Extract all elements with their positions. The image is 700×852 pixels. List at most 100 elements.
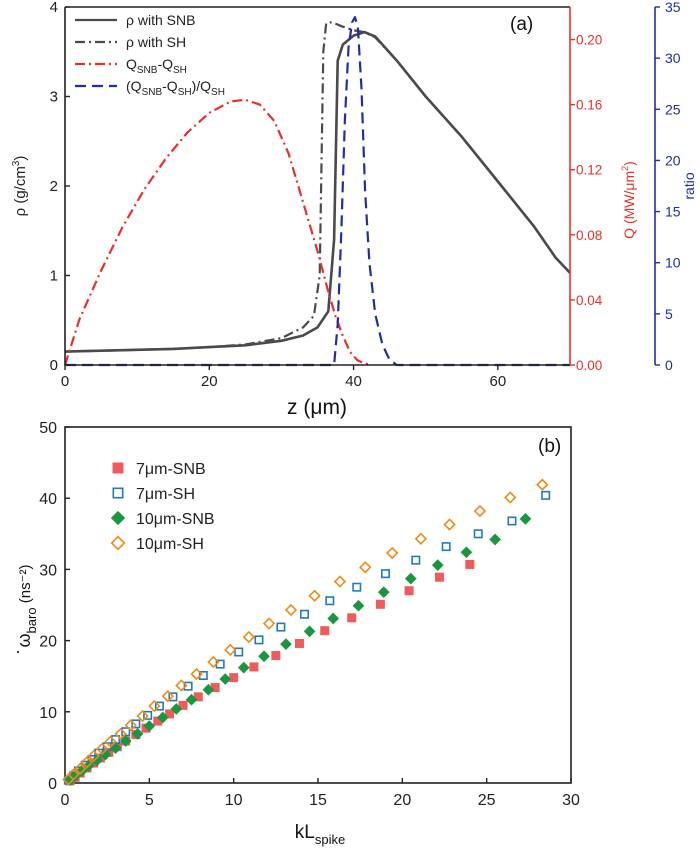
panel-b-ylabel: ωbaro (ns⁻²) <box>14 564 39 647</box>
panel-a-q-tick-label: 0.00 <box>576 358 602 373</box>
panel-b-point-1 <box>380 569 390 579</box>
panel-a-q-tick-label: 0.12 <box>576 163 602 178</box>
panel-a-x-tick-label: 60 <box>490 373 507 390</box>
panel-a-legend-label-part: SNB <box>142 87 163 98</box>
panel-b-point-1 <box>143 710 153 720</box>
panel-b-point-1 <box>325 596 335 606</box>
panel-a-xlabel: z (μm) <box>287 396 347 419</box>
panel-a-ratio-tick-label: 15 <box>665 204 681 220</box>
panel-b-x-tick-label: 30 <box>562 792 580 809</box>
panel-a: 0 20 40 60 0 1 2 3 4 0.00 0.04 0.08 0.12 0.16 0.20 0 5 10… <box>11 0 697 419</box>
panel-a-legend-label-part: SH <box>178 87 192 98</box>
panel-b-y-tick-label: 50 <box>39 420 57 437</box>
panel-b-point-2 <box>202 683 215 696</box>
panel-b-point-2 <box>280 638 292 651</box>
panel-b-legend-marker <box>112 462 124 474</box>
panel-b-point-3 <box>161 689 175 703</box>
rho-axis-label-end: ) <box>12 156 29 161</box>
panel-a-ticks: 0 20 40 60 0 1 2 3 4 0.00 0.04 0.08 0.12 0.16 0.20 0 5 10… <box>50 0 681 390</box>
panel-b-point-0 <box>434 572 444 582</box>
panel-a-legend-label-part: -Q <box>157 56 173 72</box>
panel-b-point-0 <box>193 692 203 702</box>
panel-b-point-3 <box>73 762 87 775</box>
panel-b-x-tick-label: 5 <box>145 792 154 809</box>
panel-a-legend-label: ρ with SNB <box>126 12 195 28</box>
panel-b-point-3 <box>104 735 117 748</box>
panel-b-legend-label: 10μm-SH <box>136 536 204 553</box>
panel-b-point-1 <box>507 516 517 526</box>
panel-b-point-3 <box>504 491 517 504</box>
panel-b-point-3 <box>308 589 321 602</box>
panel-b-point-3 <box>207 655 220 669</box>
panel-b-point-1 <box>300 609 310 619</box>
panel-b-point-2 <box>431 559 444 571</box>
panel-b-point-2 <box>131 728 144 740</box>
panel-b-point-3 <box>175 679 188 692</box>
panel-b-legend: 7μm-SNB 7μm-SH 10μm-SNB 10μm-SH <box>110 461 215 553</box>
panel-a-ratio-tick-label: 20 <box>665 152 681 168</box>
panel-b-point-3 <box>114 727 127 741</box>
panel-b-point-3 <box>359 561 372 574</box>
panel-b-point-0 <box>320 626 330 636</box>
panel-b-ylabel-main: ω <box>14 633 34 647</box>
panel-b-point-2 <box>119 735 132 747</box>
panel-a-q-tick-label: 0.08 <box>576 228 602 243</box>
panel-b-ylabel-sub: baro <box>24 607 39 633</box>
panel-b-point-2 <box>170 703 183 715</box>
panel-b-point-3 <box>148 699 161 713</box>
panel-b-point-3 <box>136 709 149 723</box>
q-axis-label-sup: 2 <box>620 166 630 171</box>
panel-b-x-tick-label: 15 <box>309 792 327 809</box>
panel-a-legend-label-part: SH <box>173 65 187 76</box>
panel-a-legend-label-part: Q <box>126 56 137 72</box>
panel-a-rho-axis-label: ρ (g/cm3) <box>11 156 29 217</box>
panel-b-frame <box>64 426 572 784</box>
panel-a-q-tick-label: 0.04 <box>576 293 603 308</box>
panel-b-x-tick-label: 20 <box>393 792 411 809</box>
panel-a-q-axis-label: Q (MW/μm2) <box>620 161 637 239</box>
panel-b-point-0 <box>249 662 259 672</box>
panel-b-point-3 <box>80 756 94 769</box>
panel-a-rho-tick-label: 3 <box>50 89 58 106</box>
panel-b-point-3 <box>284 603 298 617</box>
panel-b-point-3 <box>87 749 100 763</box>
panel-b-y-tick-label: 20 <box>39 634 57 651</box>
panel-b-point-2 <box>258 650 270 663</box>
panel-b: 0 5 10 15 20 25 30 0 10 20 30 40 50 (b) kLspike ωbar… <box>14 420 580 847</box>
panel-b-x-tick-label: 25 <box>478 792 496 809</box>
panel-a-legend-label-part: SNB <box>137 65 158 76</box>
panel-b-point-0 <box>347 613 357 623</box>
panel-b-legend-marker <box>110 510 126 526</box>
panel-b-point-3 <box>473 504 487 518</box>
panel-b-point-3 <box>262 617 276 630</box>
panel-b-legend-label: 7μm-SH <box>136 486 195 503</box>
panel-b-point-0 <box>178 700 188 710</box>
panel-b-xlabel-main: kL <box>295 822 315 843</box>
panel-b-point-0 <box>404 586 414 596</box>
panel-a-label: (a) <box>510 14 533 35</box>
panel-a-x-tick-label: 0 <box>61 373 69 390</box>
panel-b-xlabel: kLspike <box>295 822 345 847</box>
panel-b-x-tick-label: 0 <box>61 792 70 809</box>
panel-a-x-tick-label: 20 <box>201 373 218 390</box>
q-axis-label-end: ) <box>621 161 637 166</box>
panel-b-point-2 <box>219 673 232 685</box>
panel-b-point-2 <box>76 765 88 777</box>
panel-a-ratio-tick-label: 0 <box>665 357 673 373</box>
panel-b-point-3 <box>224 643 237 657</box>
panel-b-x-tick-label: 10 <box>225 792 243 809</box>
panel-b-point-2 <box>377 586 390 599</box>
panel-b-ticks: 0 5 10 15 20 25 30 0 10 20 30 40 50 <box>39 420 580 809</box>
panel-b-point-0 <box>153 716 163 726</box>
panel-b-point-1 <box>541 490 551 500</box>
panel-b-legend-label: 7μm-SNB <box>136 461 206 478</box>
panel-b-point-0 <box>210 683 220 693</box>
panel-b-point-1 <box>234 647 244 657</box>
panel-b-point-3 <box>190 667 203 681</box>
panel-b-point-2 <box>237 661 250 674</box>
panel-b-point-2 <box>352 599 365 612</box>
panel-b-legend-marker <box>110 535 126 551</box>
panel-b-point-1 <box>168 692 178 702</box>
panel-b-point-3 <box>124 719 137 732</box>
